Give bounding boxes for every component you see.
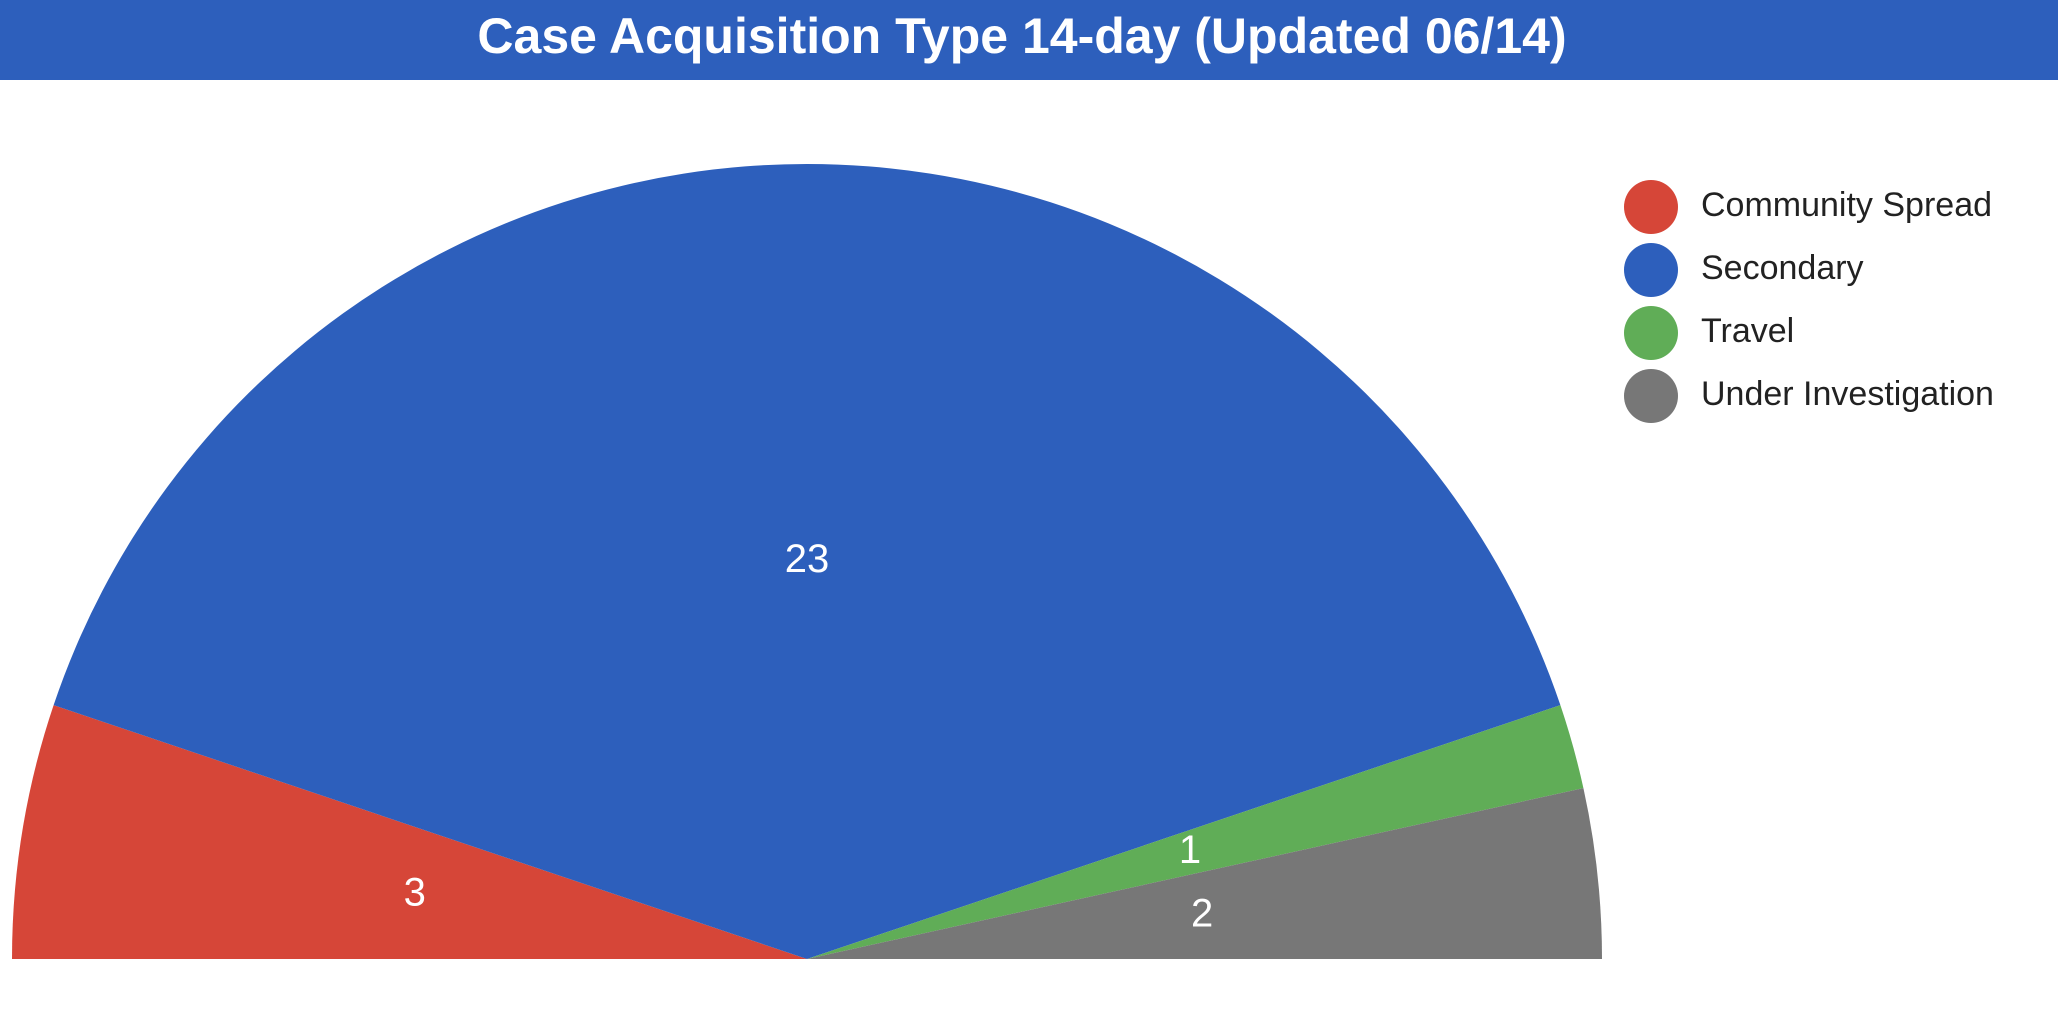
title-bar xyxy=(0,0,2058,80)
data-label: 1 xyxy=(1179,828,1201,872)
legend-label: Community Spread xyxy=(1701,186,1992,224)
pie-slice xyxy=(807,705,1584,959)
chart-title: Case Acquisition Type 14-day (Updated 06… xyxy=(477,8,1566,64)
legend-label: Travel xyxy=(1701,312,1794,350)
legend-marker xyxy=(1624,180,1678,234)
legend-marker xyxy=(1624,243,1678,297)
data-label: 2 xyxy=(1191,892,1213,936)
pie-slice xyxy=(12,705,807,959)
pie-slice xyxy=(807,788,1602,959)
legend-marker xyxy=(1624,369,1678,423)
legend-label: Secondary xyxy=(1701,249,1864,287)
legend-label: Under Investigation xyxy=(1701,375,1994,413)
pie-slice xyxy=(53,163,1561,959)
legend-marker xyxy=(1624,306,1678,360)
data-label: 23 xyxy=(785,537,830,581)
data-label: 3 xyxy=(404,870,426,914)
